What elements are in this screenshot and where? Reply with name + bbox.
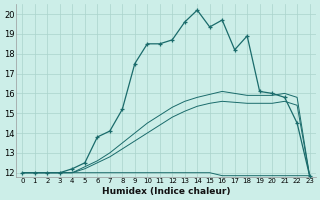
X-axis label: Humidex (Indice chaleur): Humidex (Indice chaleur)	[102, 187, 230, 196]
